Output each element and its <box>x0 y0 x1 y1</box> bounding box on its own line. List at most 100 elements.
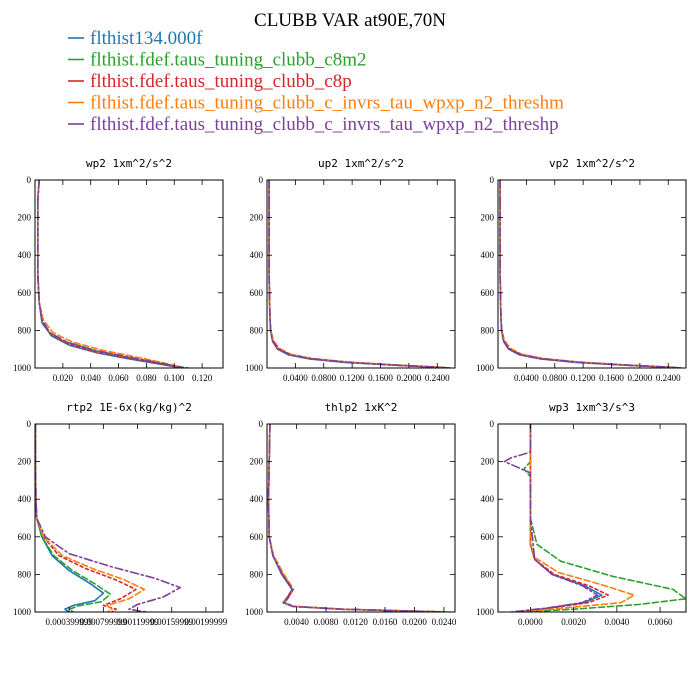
y-tick-label: 0 <box>27 175 32 185</box>
y-tick-label: 600 <box>481 532 495 542</box>
legend: flthist134.000fflthist.fdef.taus_tuning_… <box>68 28 564 135</box>
x-tick-label: 0.0120 <box>343 617 368 627</box>
series-line <box>499 180 680 368</box>
y-tick-label: 400 <box>481 494 495 504</box>
y-tick-label: 400 <box>18 250 32 260</box>
x-tick-label: 0.00199999 <box>185 617 228 627</box>
y-tick-label: 1000 <box>13 363 32 373</box>
y-tick-label: 800 <box>18 325 32 335</box>
panel: rtp2 1E-6x(kg/kg)^2 0 200 400 600 800 1000 0.00… <box>13 401 228 627</box>
y-tick-label: 600 <box>18 532 32 542</box>
plot-frame <box>266 423 456 613</box>
y-tick-label: 0 <box>259 419 264 429</box>
y-tick-label: 1000 <box>13 607 32 617</box>
x-tick-label: 0.0800 <box>311 373 336 383</box>
panel: wp2 1xm^2/s^2 0 200 400 600 800 1000 0.020 0.040… <box>13 157 224 383</box>
y-tick-label: 600 <box>250 288 264 298</box>
x-tick-label: 0.1200 <box>340 373 365 383</box>
panel-title: thlp2 1xK^2 <box>325 401 398 414</box>
panel-title: wp3 1xm^3/s^3 <box>549 401 635 414</box>
series-line <box>267 424 447 612</box>
y-tick-label: 800 <box>250 569 264 579</box>
series-line <box>268 180 451 368</box>
y-tick-label: 200 <box>481 457 495 467</box>
plot-frame <box>266 179 456 369</box>
y-tick-label: 0 <box>490 175 495 185</box>
y-tick-label: 200 <box>250 457 264 467</box>
series-line <box>267 424 445 612</box>
y-tick-label: 0 <box>259 175 264 185</box>
x-tick-label: 0.0800 <box>542 373 567 383</box>
series-line <box>267 424 451 612</box>
y-tick-label: 1000 <box>245 607 264 617</box>
y-tick-label: 200 <box>18 213 32 223</box>
y-tick-label: 200 <box>250 213 264 223</box>
y-tick-label: 1000 <box>476 363 495 373</box>
series-line <box>499 180 682 368</box>
panel-title: vp2 1xm^2/s^2 <box>549 157 635 170</box>
y-tick-label: 800 <box>18 569 32 579</box>
series-line <box>523 424 686 612</box>
x-tick-label: 0.0240 <box>432 617 457 627</box>
series-line <box>518 424 635 612</box>
panel: wp3 1xm^3/s^3 0 200 400 600 800 1000 0.0000 0.00… <box>476 401 687 627</box>
y-tick-label: 600 <box>18 288 32 298</box>
panels: wp2 1xm^2/s^2 0 200 400 600 800 1000 0.020 0.040… <box>13 157 687 627</box>
y-tick-label: 600 <box>250 532 264 542</box>
x-tick-label: 0.1600 <box>599 373 624 383</box>
plot-frame <box>497 423 687 613</box>
y-tick-label: 1000 <box>476 607 495 617</box>
x-tick-label: 0.0060 <box>648 617 673 627</box>
plot-frame <box>497 179 687 369</box>
y-tick-label: 1000 <box>245 363 264 373</box>
series-line <box>35 424 111 612</box>
series-line <box>268 180 452 368</box>
x-tick-label: 0.060 <box>108 373 129 383</box>
y-tick-label: 400 <box>250 494 264 504</box>
x-tick-label: 0.0160 <box>373 617 398 627</box>
panel-title: wp2 1xm^2/s^2 <box>86 157 172 170</box>
y-tick-label: 800 <box>481 569 495 579</box>
legend-entry: flthist.fdef.taus_tuning_clubb_c8p <box>90 71 352 92</box>
legend-entry: flthist.fdef.taus_tuning_clubb_c_invrs_t… <box>90 93 564 114</box>
x-tick-label: 0.0400 <box>283 373 308 383</box>
series-line <box>499 180 683 368</box>
series-line <box>35 424 105 612</box>
plot-frame <box>34 179 224 369</box>
y-tick-label: 400 <box>481 250 495 260</box>
series-line <box>503 424 599 612</box>
series-line <box>518 424 609 612</box>
y-tick-label: 400 <box>250 250 264 260</box>
series-line <box>267 424 449 612</box>
legend-entry: flthist.fdef.taus_tuning_clubb_c_invrs_t… <box>90 114 559 135</box>
series-line <box>35 424 137 612</box>
y-tick-label: 800 <box>481 325 495 335</box>
series-line <box>35 424 182 612</box>
x-tick-label: 0.0200 <box>402 617 427 627</box>
panel: thlp2 1xK^2 0 200 400 600 800 1000 0.0040 0.0080… <box>245 401 457 627</box>
x-tick-label: 0.000799999 <box>80 617 128 627</box>
x-tick-label: 0.120 <box>192 373 213 383</box>
series-line <box>518 424 603 612</box>
x-tick-label: 0.2400 <box>425 373 450 383</box>
series-line <box>267 424 447 612</box>
x-tick-label: 0.2000 <box>397 373 422 383</box>
x-tick-label: 0.100 <box>164 373 185 383</box>
y-tick-label: 200 <box>18 457 32 467</box>
x-tick-label: 0.0400 <box>514 373 539 383</box>
x-tick-label: 0.2400 <box>656 373 681 383</box>
x-tick-label: 0.2000 <box>628 373 653 383</box>
x-tick-label: 0.0040 <box>284 617 309 627</box>
x-tick-label: 0.0040 <box>604 617 629 627</box>
y-tick-label: 200 <box>481 213 495 223</box>
x-tick-label: 0.0020 <box>561 617 586 627</box>
panel: up2 1xm^2/s^2 0 200 400 600 800 1000 0.0400 0.08… <box>245 157 456 383</box>
plot-frame <box>34 423 224 613</box>
series-line <box>268 180 449 368</box>
x-tick-label: 0.020 <box>53 373 74 383</box>
x-tick-label: 0.0000 <box>518 617 543 627</box>
x-tick-label: 0.040 <box>81 373 102 383</box>
y-tick-label: 600 <box>481 288 495 298</box>
panel: vp2 1xm^2/s^2 0 200 400 600 800 1000 0.0400 0.08… <box>476 157 687 383</box>
